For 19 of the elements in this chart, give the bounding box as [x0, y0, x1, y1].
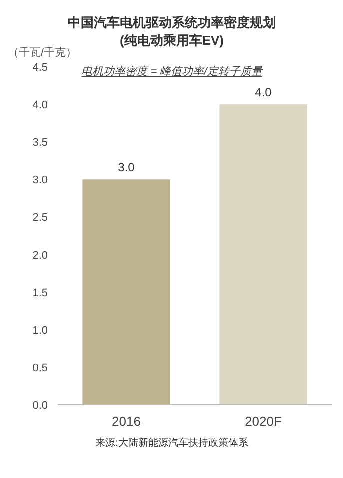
ylabel: （千瓦/千克）	[8, 47, 78, 59]
annotation: 来源:大陆新能源汽车扶持政策体系	[96, 438, 248, 449]
y-tick-label: 2.0	[32, 250, 48, 262]
y-tick-label: 1.0	[32, 324, 48, 337]
y-tick-label: 2.5	[32, 212, 48, 224]
y-tick-label: 0.5	[32, 362, 48, 374]
x-tick-label: 2016	[112, 414, 141, 429]
x-tick-label: 2020F	[245, 414, 282, 429]
title: 中国汽车电机驱动系统功率密度规划	[68, 15, 276, 30]
y-tick-label: 4.0	[32, 100, 48, 112]
y-tick-label: 4.5	[32, 62, 48, 74]
data-label: 3.0	[118, 160, 136, 175]
y-tick-label: 0.0	[32, 400, 48, 412]
annotation: 电机功率密度 = 峰值功率/定转子质量	[82, 66, 262, 78]
subtitle: (纯电动乘用车EV)	[120, 33, 224, 48]
data-label: 4.0	[255, 86, 272, 100]
y-tick-label: 3.5	[32, 137, 48, 150]
y-tick-label: 1.5	[32, 287, 48, 300]
y-tick-label: 3.0	[32, 174, 48, 187]
